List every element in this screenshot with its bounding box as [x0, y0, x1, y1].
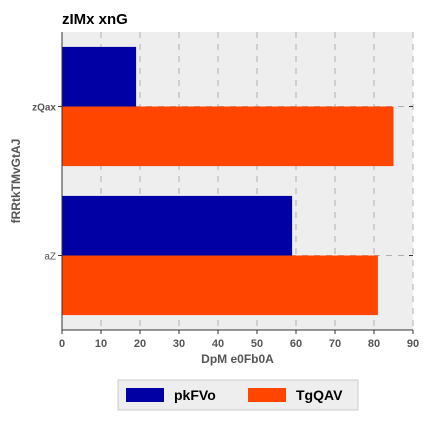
x-tick-label: 0 — [59, 338, 65, 350]
legend-swatch — [126, 388, 164, 402]
x-tick-label: 10 — [95, 338, 107, 350]
legend-swatch — [248, 388, 286, 402]
bar — [62, 106, 394, 167]
plot-area: 0 10 20 30 40 50 60 70 80 90 aZ zQax — [32, 32, 419, 350]
legend-label: TgQAV — [296, 387, 343, 403]
y-tick-label: aZ — [44, 252, 56, 263]
bar — [62, 46, 137, 107]
x-axis-label: DpM e0Fb0A — [201, 352, 274, 366]
legend-label: pkFVo — [174, 387, 216, 403]
bar — [62, 255, 378, 316]
chart-title: zIMx xnG — [62, 11, 128, 28]
x-tick-label: 70 — [329, 338, 341, 350]
y-axis-label: fRRtkTMvGtAJ — [9, 139, 23, 224]
y-tick-label: zQax — [32, 103, 56, 114]
x-tick-label: 80 — [368, 338, 380, 350]
x-tick-label: 20 — [134, 338, 146, 350]
x-tick-label: 90 — [407, 338, 419, 350]
x-tick-label: 40 — [212, 338, 224, 350]
bar — [62, 195, 293, 256]
legend: pkFVo TgQAV — [117, 379, 359, 411]
x-tick-label: 50 — [251, 338, 263, 350]
x-tick-label: 60 — [290, 338, 302, 350]
x-tick-label: 30 — [173, 338, 185, 350]
